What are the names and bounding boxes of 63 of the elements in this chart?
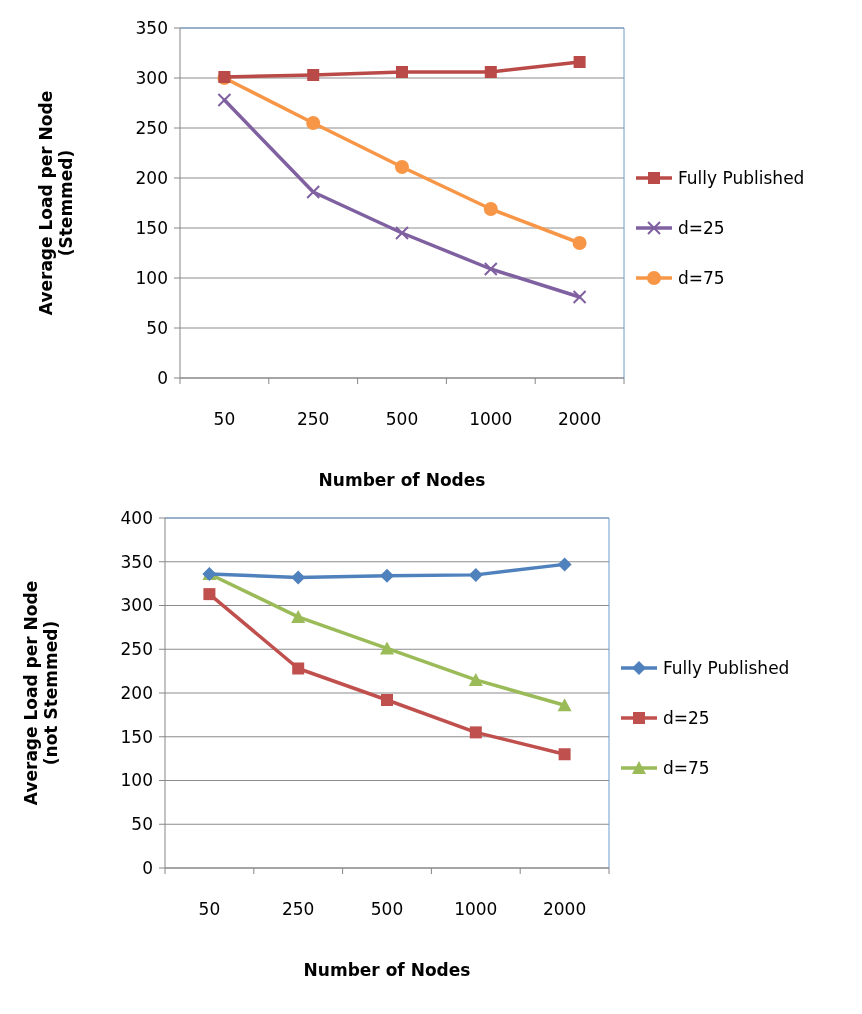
- y-tick-label: 350: [135, 17, 168, 38]
- y-axis-title: Average Load per Node (Stemmed): [35, 90, 76, 316]
- point: [572, 236, 587, 250]
- point: [468, 672, 483, 686]
- point: [572, 290, 587, 304]
- legend-label: Fully Published: [663, 657, 790, 678]
- x-tick-label: 2000: [542, 899, 587, 919]
- legend-label: d=75: [678, 267, 725, 288]
- point: [306, 116, 321, 130]
- point: [291, 570, 306, 585]
- y-tick-label: 0: [157, 367, 168, 388]
- y-tick-label: 150: [120, 726, 153, 747]
- x-tick-label: 500: [370, 899, 404, 919]
- legend-label: d=25: [663, 707, 710, 728]
- y-tick-label: 250: [135, 117, 168, 138]
- point: [395, 226, 409, 240]
- y-tick-label: 200: [135, 167, 168, 188]
- point: [292, 662, 305, 675]
- point: [203, 588, 216, 601]
- x-tick-label: 2000: [557, 409, 602, 429]
- point: [395, 160, 409, 174]
- point: [468, 567, 483, 582]
- point: [558, 748, 571, 761]
- legend-label: Fully Published: [678, 167, 805, 188]
- point: [307, 69, 320, 81]
- point: [557, 557, 572, 572]
- y-tick-label: 100: [120, 770, 153, 791]
- y-tick-label: 300: [135, 67, 168, 88]
- y-tick-label: 50: [146, 317, 168, 338]
- x-tick-label: 250: [281, 899, 315, 919]
- x-tick-label: 250: [296, 409, 330, 429]
- point: [381, 694, 393, 706]
- y-tick-label: 200: [120, 682, 153, 703]
- point: [291, 609, 306, 623]
- y-tick-label: 150: [135, 217, 168, 238]
- x-tick-label: 1000: [454, 899, 498, 919]
- x-axis-title: Number of Nodes: [318, 470, 486, 490]
- x-tick-label: 50: [213, 409, 236, 429]
- x-tick-label: 50: [198, 899, 221, 919]
- y-tick-label: 300: [120, 595, 153, 616]
- y-tick-label: 350: [120, 551, 153, 572]
- y-tick-label: 250: [120, 639, 153, 660]
- y-tick-label: 50: [131, 814, 153, 835]
- point: [557, 698, 572, 712]
- point: [469, 726, 482, 739]
- point: [380, 568, 394, 583]
- y-tick-label: 0: [142, 857, 153, 878]
- point: [306, 185, 321, 199]
- point: [484, 66, 497, 78]
- point: [573, 56, 586, 68]
- y-tick-label: 100: [135, 267, 168, 288]
- point: [217, 93, 232, 107]
- x-tick-label: 1000: [469, 409, 513, 429]
- point: [483, 262, 498, 276]
- point: [483, 202, 498, 216]
- x-axis-title: Number of Nodes: [303, 960, 471, 980]
- x-tick-label: 500: [385, 409, 419, 429]
- legend-label: d=25: [678, 217, 725, 238]
- legend-label: d=75: [663, 757, 710, 778]
- point: [396, 66, 408, 78]
- y-axis-title: Average Load per Node (not Stemmed): [20, 580, 61, 806]
- y-tick-label: 400: [120, 507, 153, 528]
- point: [380, 641, 394, 655]
